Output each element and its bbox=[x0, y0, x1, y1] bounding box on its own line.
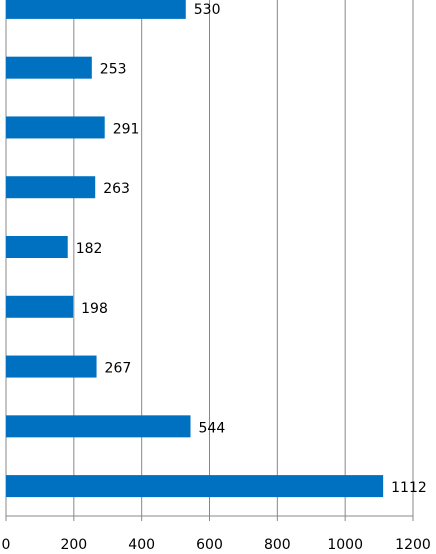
bar bbox=[6, 116, 105, 139]
x-tick-label: 200 bbox=[60, 537, 87, 553]
x-tick-label: 1200 bbox=[395, 537, 431, 553]
bar bbox=[6, 475, 384, 498]
x-tick-label: 0 bbox=[2, 537, 11, 553]
x-tick-label: 1000 bbox=[327, 537, 363, 553]
bar bbox=[6, 176, 96, 199]
data-label: 530 bbox=[194, 2, 221, 18]
bar bbox=[6, 355, 97, 378]
data-label: 544 bbox=[199, 420, 226, 436]
bar bbox=[6, 415, 191, 438]
bar bbox=[6, 56, 92, 79]
data-label: 253 bbox=[100, 62, 127, 78]
x-tick-label: 400 bbox=[128, 537, 155, 553]
x-tick-label: 800 bbox=[264, 537, 291, 553]
data-label: 267 bbox=[105, 361, 132, 377]
bar bbox=[6, 295, 74, 318]
bar bbox=[6, 0, 186, 19]
data-label: 182 bbox=[76, 241, 103, 257]
bar bbox=[6, 236, 68, 258]
data-label: 263 bbox=[103, 181, 130, 197]
data-label: 198 bbox=[81, 301, 108, 317]
data-label: 1112 bbox=[391, 480, 427, 496]
x-tick-label: 600 bbox=[196, 537, 223, 553]
data-label: 291 bbox=[113, 121, 140, 137]
